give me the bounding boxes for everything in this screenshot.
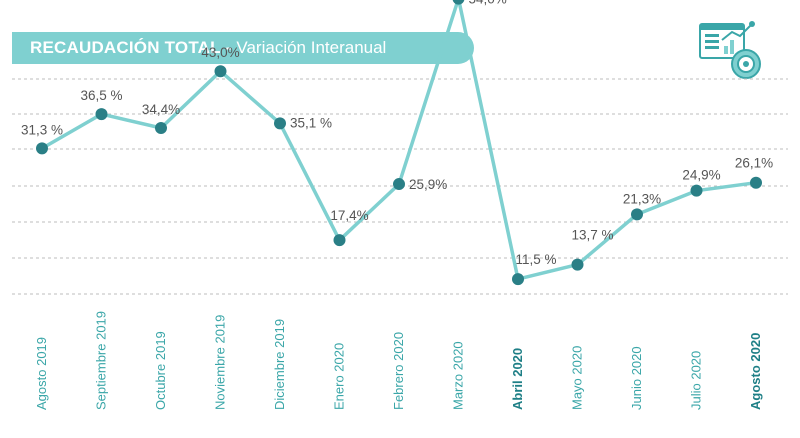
x-tick-label: Febrero 2020 [391,332,406,410]
chart-subtitle: Variación Interanual [236,38,387,57]
data-label: 17,4% [330,208,368,223]
data-label: 13,7 % [571,228,613,243]
x-tick-label: Agosto 2020 [748,333,763,410]
data-point [393,178,405,191]
data-label: 11,5 % [515,252,556,267]
x-tick-label: Enero 2020 [332,343,347,410]
x-tick-label: Junio 2020 [629,346,644,410]
data-point [333,234,346,247]
data-label: 31,3 % [21,122,63,137]
x-tick-label: Julio 2020 [689,351,704,410]
data-point [631,208,643,221]
data-label: 54,0% [469,0,507,7]
data-point [571,258,584,271]
data-label: 36,5 % [80,88,122,103]
data-point [36,142,48,155]
data-label: 24,9% [682,168,720,183]
chart-title-banner: RECAUDACIÓN TOTAL - Variación Interanual [12,32,474,64]
data-point [512,273,524,286]
x-tick-label: Marzo 2020 [451,341,466,410]
x-tick-label: Diciembre 2019 [272,319,287,410]
report-analytics-icon [699,21,761,79]
x-tick-label: Octubre 2019 [153,331,168,410]
data-point [95,108,108,121]
data-point [155,121,167,134]
data-point [750,176,762,189]
x-tick-label: Agosto 2019 [34,337,49,410]
x-tick-label: Abril 2020 [510,348,525,410]
data-point [214,65,227,78]
data-label: 43,0% [201,45,239,60]
chart-title: RECAUDACIÓN TOTAL [30,38,221,57]
title-separator: - [225,38,232,57]
data-label: 35,1 % [290,115,332,130]
x-tick-label: Noviembre 2019 [213,315,228,410]
data-point [690,184,703,197]
x-tick-label: Mayo 2020 [570,346,585,410]
data-label: 21,3% [623,191,661,206]
x-tick-label: Septiembre 2019 [94,311,109,410]
data-point [452,0,465,5]
data-label: 34,4% [142,102,180,117]
data-label: 25,9% [409,177,447,192]
data-point [274,117,286,130]
series-line [41,0,757,281]
data-label: 26,1% [735,156,773,171]
